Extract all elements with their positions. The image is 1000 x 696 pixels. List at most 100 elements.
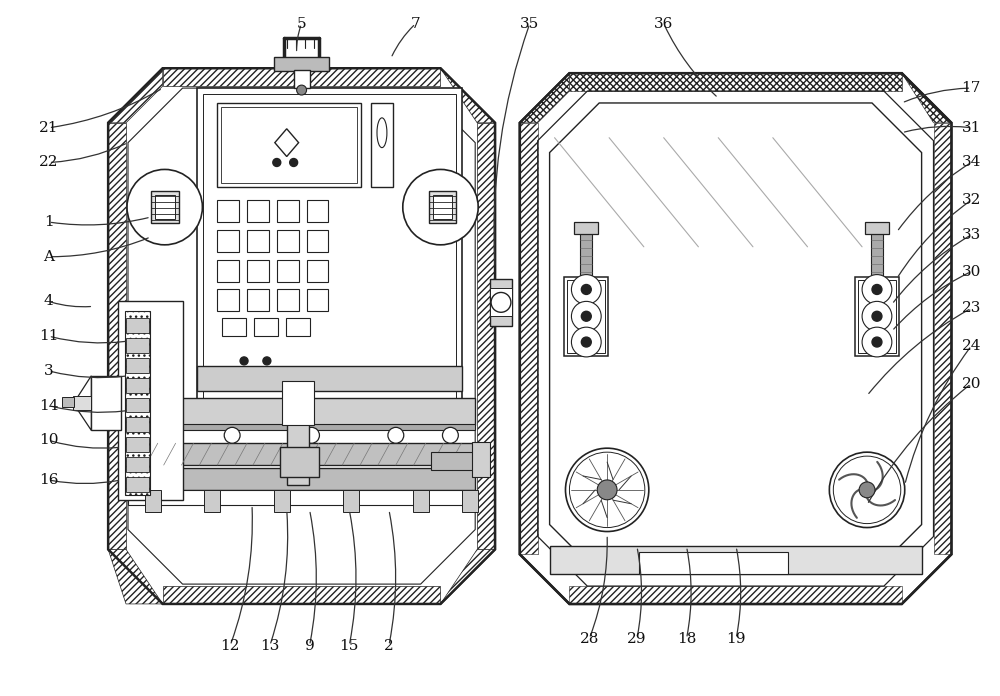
Circle shape (263, 357, 271, 365)
Polygon shape (108, 68, 495, 604)
Bar (871, 232, 883, 276)
Bar (163, 586, 440, 604)
Polygon shape (108, 549, 163, 604)
Bar (128, 397, 475, 425)
Bar (247, 260, 269, 282)
Bar (490, 278, 512, 326)
Polygon shape (108, 68, 163, 122)
Bar (520, 122, 538, 554)
Circle shape (571, 301, 601, 331)
Bar (277, 260, 299, 282)
Circle shape (862, 301, 892, 331)
Bar (203, 94, 456, 404)
Polygon shape (440, 68, 495, 122)
Bar (431, 452, 480, 470)
Bar (307, 290, 328, 311)
Bar (217, 290, 239, 311)
Polygon shape (520, 73, 569, 122)
Text: 10: 10 (39, 433, 58, 448)
Circle shape (872, 337, 882, 347)
Text: 11: 11 (39, 329, 58, 343)
Bar (145, 490, 161, 512)
Bar (277, 230, 299, 252)
Circle shape (565, 448, 649, 532)
Text: 12: 12 (220, 639, 240, 653)
Bar (151, 191, 179, 223)
Text: 4: 4 (44, 294, 54, 308)
Circle shape (862, 327, 892, 357)
Circle shape (597, 480, 617, 500)
Bar (204, 490, 220, 512)
Bar (280, 448, 319, 477)
Text: 24: 24 (961, 339, 981, 353)
Text: A: A (43, 250, 54, 264)
Bar (125, 311, 150, 495)
Bar (126, 318, 149, 333)
Text: 32: 32 (962, 193, 981, 207)
Bar (128, 468, 475, 490)
Circle shape (491, 292, 511, 313)
Bar (934, 122, 951, 554)
Bar (126, 437, 149, 452)
Text: 35: 35 (520, 17, 539, 31)
Text: 13: 13 (260, 639, 280, 653)
Bar (564, 276, 608, 356)
Bar (62, 397, 74, 406)
Circle shape (569, 452, 645, 528)
Bar (574, 222, 598, 234)
Text: 9: 9 (305, 639, 314, 653)
Text: 18: 18 (677, 632, 696, 646)
Text: 2: 2 (384, 639, 394, 653)
Bar (371, 103, 393, 187)
Bar (128, 490, 475, 505)
Bar (462, 490, 478, 512)
Circle shape (829, 452, 905, 528)
Circle shape (859, 482, 875, 498)
Polygon shape (73, 376, 91, 430)
Bar (472, 442, 490, 477)
Circle shape (833, 456, 901, 523)
Circle shape (224, 427, 240, 443)
Bar (217, 230, 239, 252)
Circle shape (240, 357, 248, 365)
Bar (254, 318, 278, 336)
Bar (163, 68, 440, 86)
Bar (247, 230, 269, 252)
Bar (282, 381, 314, 425)
Bar (274, 490, 290, 512)
Text: 33: 33 (962, 228, 981, 242)
Text: 5: 5 (297, 17, 306, 31)
Text: 1: 1 (44, 215, 54, 229)
Bar (91, 376, 121, 430)
Circle shape (581, 285, 591, 294)
Bar (569, 586, 902, 604)
Bar (221, 107, 357, 183)
Text: 14: 14 (39, 399, 58, 413)
Circle shape (581, 311, 591, 322)
Bar (413, 490, 429, 512)
Bar (294, 70, 310, 88)
Bar (858, 280, 896, 353)
Text: 31: 31 (962, 121, 981, 135)
Bar (128, 443, 475, 465)
Bar (128, 425, 475, 430)
Circle shape (297, 85, 307, 95)
Bar (569, 73, 902, 91)
Bar (73, 395, 91, 411)
Circle shape (273, 159, 281, 166)
Text: 22: 22 (39, 155, 58, 170)
Text: 29: 29 (627, 632, 647, 646)
Circle shape (862, 275, 892, 304)
Bar (222, 318, 246, 336)
Bar (490, 288, 512, 316)
Bar (343, 490, 359, 512)
Circle shape (442, 427, 458, 443)
Text: 3: 3 (44, 364, 53, 378)
Text: 21: 21 (39, 121, 58, 135)
Bar (126, 378, 149, 393)
Bar (247, 290, 269, 311)
Bar (429, 191, 456, 223)
Polygon shape (902, 73, 951, 122)
Bar (247, 200, 269, 222)
Circle shape (581, 337, 591, 347)
